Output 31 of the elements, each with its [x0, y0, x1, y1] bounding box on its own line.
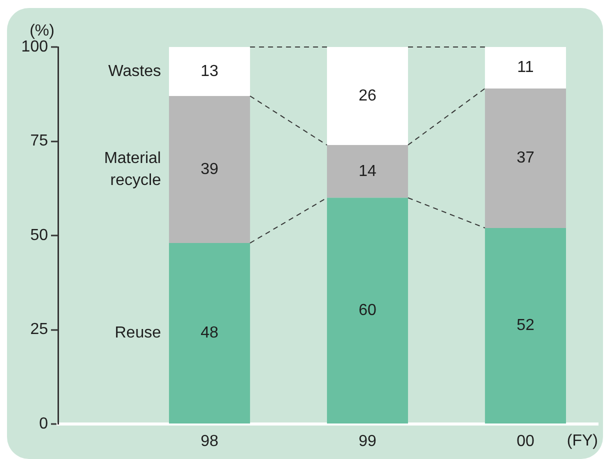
data-label: 39 [200, 160, 219, 178]
data-label: 48 [200, 324, 219, 342]
data-label: 26 [358, 87, 376, 104]
x-tick-label: 00 [516, 433, 534, 450]
y-tick-label: 75 [30, 132, 48, 150]
bar [484, 228, 566, 424]
bar [168, 47, 250, 96]
bar [326, 198, 408, 424]
series-label: Material recycle [104, 150, 162, 189]
x-tick-label: 99 [358, 433, 376, 450]
y-axis-title: (%) [30, 22, 54, 40]
data-label: 60 [358, 302, 376, 320]
bar [168, 96, 250, 244]
y-tick-label: 25 [30, 321, 48, 338]
data-label: 52 [516, 317, 534, 334]
x-tick-label: 98 [200, 433, 219, 450]
bar [326, 47, 408, 146]
bar [484, 47, 566, 88]
data-label: 11 [517, 59, 534, 76]
data-label: 13 [200, 62, 219, 80]
bar [484, 88, 566, 228]
y-tick-label: 0 [39, 415, 48, 432]
data-label: 37 [516, 150, 534, 167]
bar [326, 145, 408, 198]
series-label: Reuse [114, 324, 162, 342]
series-label: Wastes [108, 62, 161, 80]
y-tick-label: 100 [21, 38, 48, 56]
y-tick-label: 50 [30, 226, 48, 244]
bar [168, 243, 250, 424]
x-axis-title: (FY) [566, 432, 598, 450]
data-label: 14 [358, 162, 376, 180]
